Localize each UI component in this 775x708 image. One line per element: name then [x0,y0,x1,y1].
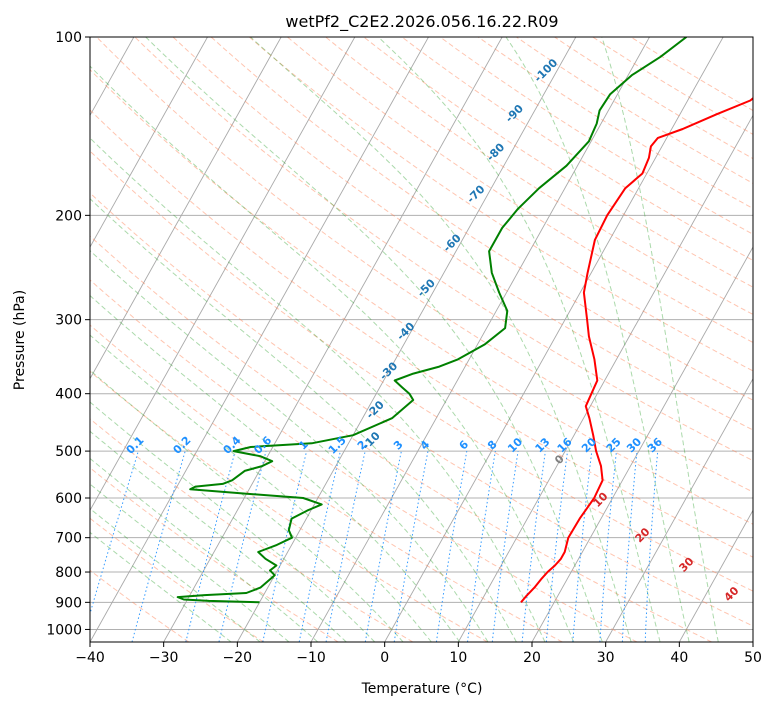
isotherm-line [236,37,577,642]
moist-adiabat-line [90,65,575,642]
y-tick-label: 500 [55,444,82,460]
mixing-ratio-line [262,450,308,642]
dry-adiabat-line [134,37,753,462]
dry-adiabat-line [90,418,414,642]
y-tick-label: 200 [55,208,82,224]
mixing-ratio-line [467,451,496,642]
y-tick-label: 400 [55,387,82,403]
moist-adiabat-line [90,483,290,642]
isotherm-line [457,114,753,642]
moist-adiabat-line [377,37,661,642]
temperature-trace [520,97,753,603]
moist-adiabat-line [90,137,546,642]
moist-adiabat-line [90,250,489,642]
x-tick-label: −30 [149,650,179,666]
moist-adiabats [90,37,719,642]
sounding-traces [176,37,753,604]
isotherm-line [678,509,753,642]
dry-adiabat-line [90,279,638,642]
y-axis-ticks: 100 200 300 400 500 600 700 800 900 1000 [46,30,90,638]
dry-adiabat-line [90,68,753,525]
dry-adiabat-line [90,109,753,558]
x-axis-label: Temperature (°C) [361,681,483,697]
moist-adiabat-line [505,37,690,642]
moist-adiabat-line [144,37,603,642]
dry-adiabat-line [362,37,753,288]
dry-adiabat-line [90,324,563,642]
mixing-ratio-line [435,451,468,642]
moist-adiabat-line [90,457,319,642]
y-tick-label: 100 [55,30,82,46]
dry-adiabat-line [90,569,190,642]
x-tick-label: 20 [523,650,541,666]
mixing-ratio-line [90,450,139,616]
isotherm-line [531,246,753,642]
y-tick-label: 800 [55,565,82,581]
x-tick-label: 50 [744,650,762,666]
mixing-ratio-line [218,450,267,642]
mixing-ratio-line [545,451,568,642]
x-tick-label: 30 [597,650,615,666]
dry-adiabat-line [90,467,339,642]
x-tick-label: −10 [296,650,326,666]
plot-area: -100-90-80-70-60-50-40-30-20-10010203040… [90,37,753,642]
y-tick-label: 1000 [46,622,82,638]
isotherm-line [384,37,724,642]
y-tick-label: 600 [55,491,82,507]
isotherm-line [90,37,282,380]
dry-adiabats [90,37,753,642]
isotherm-line [163,37,503,642]
moist-adiabat-line [90,294,461,642]
plot-frame [89,36,754,643]
x-tick-label: 10 [449,650,467,666]
isotherm-line [605,377,753,642]
dewpoint-trace [176,37,688,604]
y-tick-label: 700 [55,531,82,547]
isotherm-line [90,37,430,642]
dry-adiabat-line [90,235,712,642]
dry-adiabat-line [210,37,753,401]
dry-adiabat-line [90,150,753,592]
dry-adiabat-line [95,37,753,493]
mixing-ratio-line [491,451,519,642]
x-tick-label: 0 [380,650,389,666]
moist-adiabat-line [601,37,719,642]
isotherm-line [90,37,209,248]
mixing-ratio-line [131,450,186,642]
moist-adiabat-line [90,198,517,642]
mixing-ratio-line [185,450,236,642]
mixing-ratio-line [572,451,593,642]
mixing-ratio-line [599,451,617,642]
mixing-ratio-line [298,450,341,642]
dry-adiabat-line [172,37,753,431]
mixing-ratio-lines [90,450,659,642]
pressure-gridlines [90,37,753,630]
x-tick-label: −20 [223,650,253,666]
moist-adiabat-line [90,508,261,642]
isotherm-line [310,37,651,642]
mixing-ratio-line [521,451,546,642]
x-tick-label: −40 [75,650,105,666]
y-tick-label: 900 [55,595,82,611]
isotherm-line [90,37,356,512]
skewed-isotherms [90,37,753,642]
moist-adiabat-line [90,369,404,642]
moist-adiabat-line [90,401,376,642]
chart-title: wetPf2_C2E2.2026.056.16.22.R09 [285,12,558,32]
moist-adiabat-line [249,37,632,642]
x-tick-label: 40 [670,650,688,666]
y-axis-label: Pressure (hPa) [12,290,28,390]
dry-adiabat-line [90,370,488,642]
x-axis-ticks: −40 −30 −20 −10 0 10 20 30 40 50 [75,642,762,666]
dry-adiabat-line [90,192,753,627]
y-tick-label: 300 [55,313,82,329]
